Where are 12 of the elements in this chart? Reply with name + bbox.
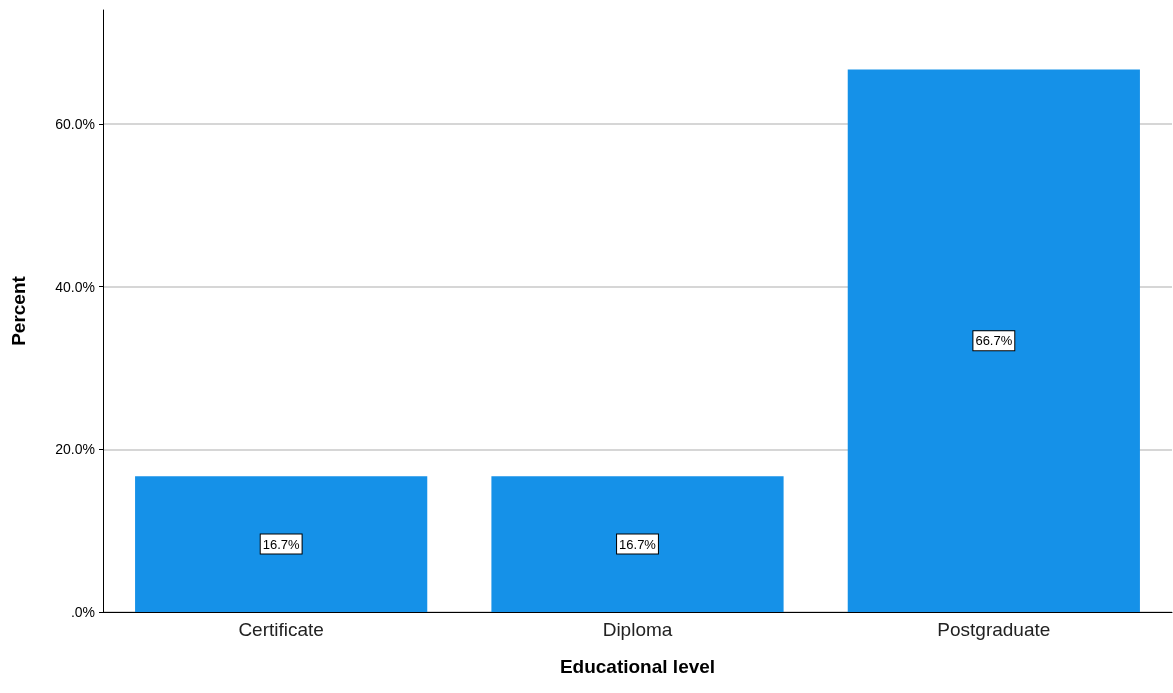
y-tick-label: 40.0%	[55, 278, 95, 295]
x-tick-label: Postgraduate	[937, 619, 1051, 640]
x-tick-label: Certificate	[238, 619, 324, 640]
y-tick-label: .0%	[70, 604, 95, 620]
y-axis-title: Percent	[8, 275, 29, 346]
data-label: 16.7%	[619, 536, 657, 552]
y-tick-label: 60.0%	[55, 115, 95, 132]
x-tick-label: Diploma	[602, 619, 673, 640]
data-label: 66.7%	[975, 333, 1013, 349]
y-tick-label: 20.0%	[55, 441, 95, 458]
x-axis-title: Educational level	[559, 656, 716, 677]
data-label: 16.7%	[262, 536, 301, 552]
